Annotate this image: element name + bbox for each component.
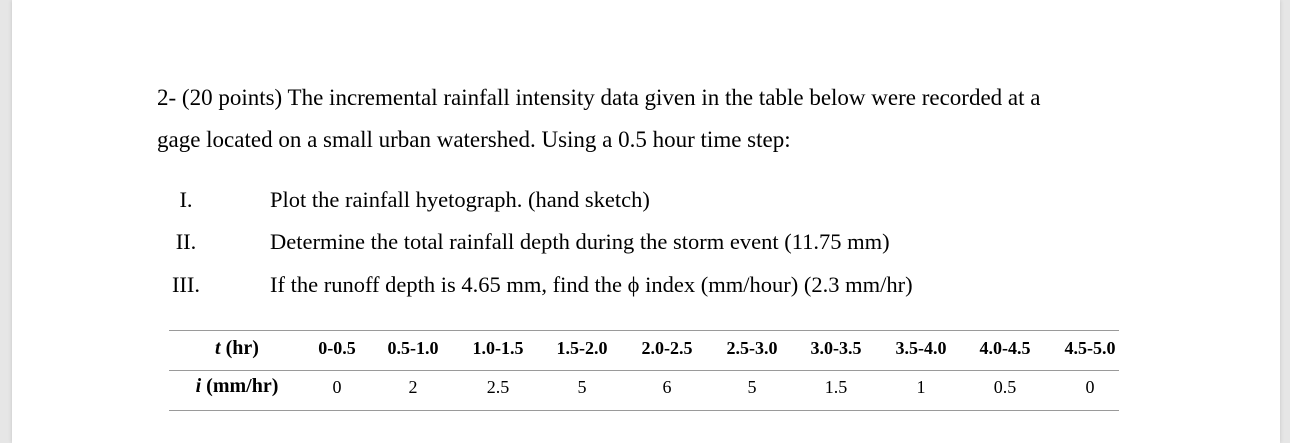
- interval-header: 1.0-1.5: [472, 338, 524, 358]
- intensity-value: 5: [747, 377, 757, 397]
- item-text-2: Determine the total rainfall depth durin…: [270, 229, 890, 254]
- intensity-row-label: i (mm/hr): [177, 375, 297, 397]
- intensity-value: 2: [408, 377, 418, 397]
- interval-header: 1.5-2.0: [556, 338, 608, 358]
- interval-header: 4.5-5.0: [1064, 338, 1116, 358]
- question-line-1: 2- (20 points) The incremental rainfall …: [157, 85, 1041, 110]
- item-number-3: III.: [171, 272, 201, 297]
- table-rule-middle: [169, 370, 1119, 371]
- table-rule-top: [169, 330, 1119, 331]
- intensity-unit: (mm/hr): [201, 375, 279, 397]
- intensity-value: 1: [916, 377, 926, 397]
- intensity-variable: i: [195, 375, 202, 397]
- interval-header: 0-0.5: [318, 338, 356, 358]
- item-text-3: If the runoff depth is 4.65 mm, find the…: [270, 272, 913, 297]
- interval-header: 2.0-2.5: [641, 338, 693, 358]
- intensity-value: 0.5: [993, 377, 1017, 397]
- intensity-value: 1.5: [824, 377, 848, 397]
- interval-header: 3.5-4.0: [895, 338, 947, 358]
- question-line-2: gage located on a small urban watershed.…: [157, 127, 791, 152]
- time-variable: t: [215, 337, 221, 359]
- intensity-value: 6: [662, 377, 672, 397]
- interval-header: 2.5-3.0: [726, 338, 778, 358]
- intensity-value: 5: [577, 377, 587, 397]
- item-number-2: II.: [175, 229, 197, 254]
- interval-header: 0.5-1.0: [387, 338, 439, 358]
- interval-header: 4.0-4.5: [979, 338, 1031, 358]
- intensity-value: 0: [332, 377, 342, 397]
- intensity-value: 2.5: [486, 377, 510, 397]
- table-rule-bottom: [169, 410, 1119, 411]
- document-page: 2- (20 points) The incremental rainfall …: [12, 0, 1280, 443]
- item-number-1: I.: [179, 187, 193, 212]
- intensity-value: 0: [1085, 377, 1095, 397]
- interval-header: 3.0-3.5: [810, 338, 862, 358]
- time-row-label: t (hr): [197, 337, 277, 359]
- time-unit: (hr): [220, 337, 259, 359]
- item-text-1: Plot the rainfall hyetograph. (hand sket…: [270, 187, 650, 212]
